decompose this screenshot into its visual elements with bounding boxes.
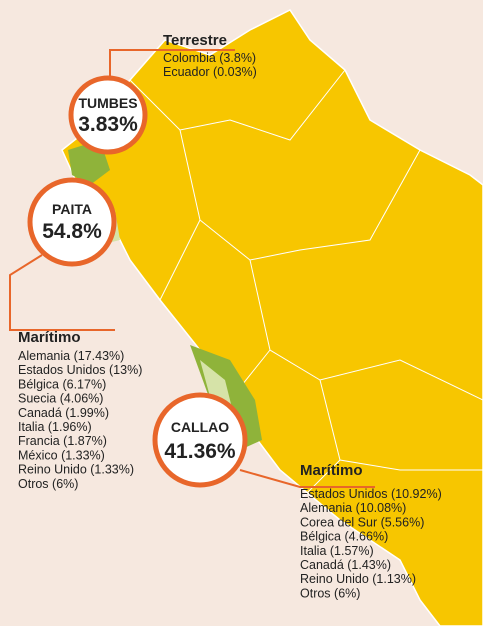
list-item: Estados Unidos (13%)	[18, 363, 142, 377]
list-item: Francia (1.87%)	[18, 434, 107, 448]
destination-lists: Terrestre Colombia (3.8%)Ecuador (0.03%) M…	[18, 32, 442, 600]
region-borders	[129, 69, 483, 501]
list-item: Italia (1.96%)	[18, 420, 92, 434]
list-title: Marítimo	[18, 329, 81, 346]
list-item: Colombia (3.8%)	[163, 51, 256, 65]
port-share: 54.8%	[42, 220, 102, 243]
list-item: Estados Unidos (10.92%)	[300, 487, 442, 501]
port-name: CALLAO	[171, 419, 229, 435]
list-item: Alemania (17.43%)	[18, 349, 124, 363]
list-item: México (1.33%)	[18, 448, 105, 462]
callout-lines	[9, 49, 375, 488]
list-item: Canadá (1.43%)	[300, 558, 391, 572]
port-paita: PAITA 54.8%	[27, 177, 117, 267]
port-circle	[68, 75, 148, 155]
list-item: Otros (6%)	[300, 586, 360, 600]
port-share: 41.36%	[164, 440, 236, 463]
list-item: Suecia (4.06%)	[18, 392, 103, 406]
list-item: Ecuador (0.03%)	[163, 65, 257, 79]
list-item: Reino Unido (1.33%)	[18, 463, 134, 477]
list-item: Corea del Sur (5.56%)	[300, 515, 424, 529]
port-callao: CALLAO 41.36%	[152, 392, 248, 488]
list-title: Marítimo	[300, 462, 363, 479]
list-item: Otros (6%)	[18, 477, 78, 491]
port-name: TUMBES	[78, 95, 137, 111]
list-title: Terrestre	[163, 32, 227, 49]
port-share: 3.83%	[78, 113, 138, 136]
port-name: PAITA	[52, 201, 92, 217]
list-item: Italia (1.57%)	[300, 544, 374, 558]
port-circle	[152, 392, 248, 488]
list-item: Reino Unido (1.13%)	[300, 572, 416, 586]
list-item: Canadá (1.99%)	[18, 406, 109, 420]
port-tumbes: TUMBES 3.83%	[68, 75, 148, 155]
list-item: Bélgica (4.66%)	[300, 530, 388, 544]
list-item: Alemania (10.08%)	[300, 501, 406, 515]
list-item: Bélgica (6.17%)	[18, 377, 106, 391]
port-circle	[27, 177, 117, 267]
